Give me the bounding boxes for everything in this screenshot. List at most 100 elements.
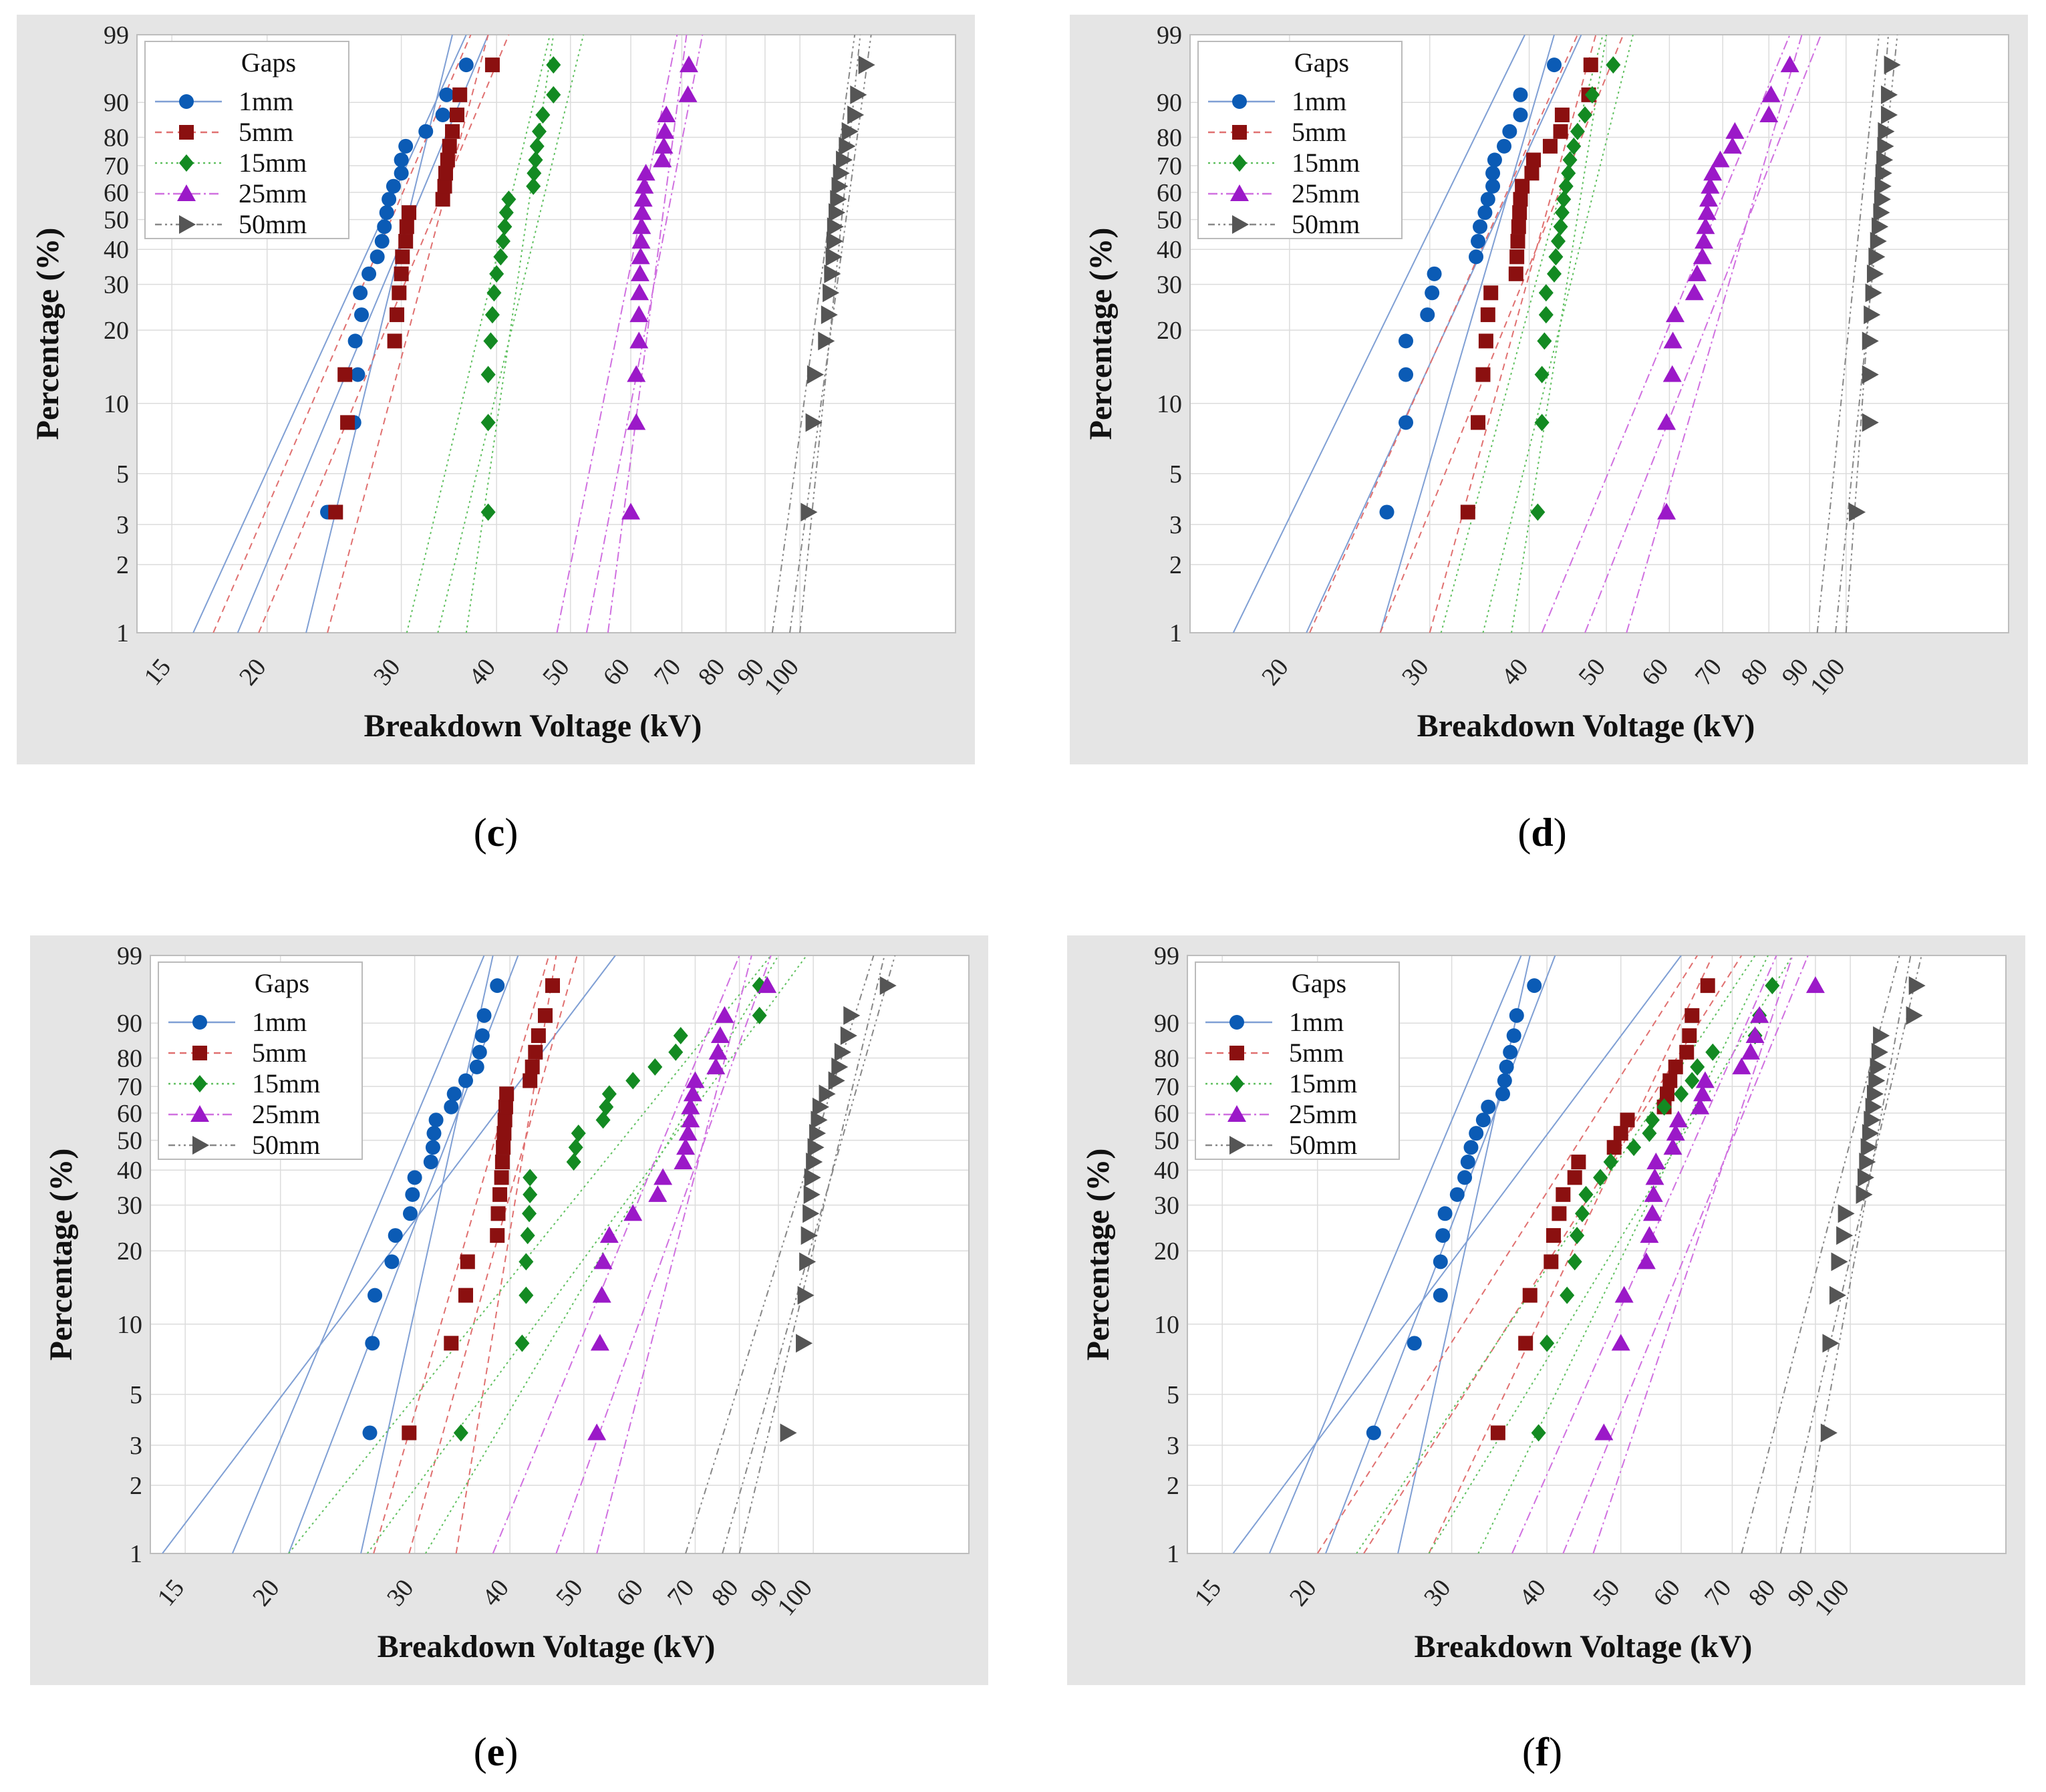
- point-15mm: [1538, 306, 1554, 324]
- point-5mm: [1571, 1155, 1586, 1170]
- y-tick-label: 90: [1157, 89, 1182, 117]
- caption-e: (e): [473, 1730, 519, 1774]
- point-50mm: [1822, 1334, 1840, 1353]
- fit-line-5mm: [1309, 35, 1578, 633]
- point-25mm: [708, 1042, 728, 1060]
- point-1mm: [439, 87, 454, 102]
- point-1mm: [1427, 266, 1442, 281]
- series-15mm: [480, 56, 561, 521]
- y-tick-label: 20: [1154, 1237, 1179, 1265]
- point-1mm: [1495, 1086, 1510, 1102]
- point-5mm: [531, 1028, 546, 1044]
- legend-label-15mm: 15mm: [252, 1068, 320, 1098]
- legend-marker-5mm: [179, 125, 194, 140]
- point-25mm: [593, 1252, 613, 1270]
- y-tick-label: 60: [104, 179, 129, 207]
- point-25mm: [1695, 1071, 1715, 1088]
- point-15mm: [1530, 503, 1546, 521]
- point-1mm: [347, 333, 363, 349]
- point-25mm: [1645, 1168, 1664, 1185]
- legend-marker-15mm: [192, 1075, 207, 1092]
- point-50mm: [806, 1153, 823, 1172]
- point-50mm: [836, 150, 853, 170]
- point-50mm: [1877, 136, 1894, 156]
- point-50mm: [1849, 502, 1866, 522]
- point-5mm: [1512, 205, 1527, 220]
- y-tick-label: 30: [1157, 271, 1182, 299]
- point-50mm: [858, 55, 875, 75]
- point-5mm: [494, 1155, 510, 1170]
- point-50mm: [797, 1286, 815, 1305]
- y-tick-label: 60: [1154, 1100, 1179, 1128]
- point-15mm: [1562, 151, 1578, 169]
- point-1mm: [386, 178, 401, 194]
- series-25mm: [1594, 976, 1825, 1441]
- point-50mm: [1874, 176, 1892, 196]
- point-1mm: [458, 57, 474, 73]
- x-axis-label: Breakdown Voltage (kV): [364, 708, 702, 744]
- point-25mm: [683, 1084, 702, 1102]
- point-5mm: [1542, 138, 1558, 154]
- point-5mm: [1546, 1228, 1561, 1243]
- point-1mm: [394, 166, 409, 181]
- point-25mm: [1657, 502, 1676, 520]
- point-50mm: [1836, 1226, 1854, 1245]
- point-5mm: [340, 415, 355, 430]
- point-15mm: [1656, 1098, 1672, 1116]
- point-15mm: [1567, 1253, 1582, 1271]
- point-25mm: [621, 502, 641, 520]
- series-25mm: [587, 976, 777, 1441]
- point-25mm: [758, 976, 777, 994]
- point-50mm: [803, 1185, 821, 1204]
- point-1mm: [474, 1028, 490, 1044]
- point-25mm: [1665, 305, 1685, 323]
- point-50mm: [827, 217, 844, 237]
- y-tick-label: 60: [117, 1100, 142, 1128]
- y-axis-label: Percentage (%): [30, 228, 65, 440]
- series-1mm: [1379, 57, 1562, 520]
- fit-line-1mm: [231, 955, 485, 1553]
- point-15mm: [486, 284, 502, 302]
- point-50mm: [1868, 1071, 1886, 1090]
- fit-line-15mm: [406, 35, 551, 633]
- point-25mm: [681, 1110, 700, 1128]
- point-5mm: [440, 152, 455, 168]
- point-25mm: [629, 331, 649, 349]
- y-tick-label: 2: [1169, 551, 1182, 579]
- point-25mm: [1805, 976, 1825, 994]
- point-25mm: [1657, 413, 1676, 430]
- point-1mm: [361, 266, 377, 281]
- y-tick-label: 80: [1154, 1045, 1179, 1073]
- y-tick-label: 3: [130, 1432, 142, 1460]
- y-tick-label: 50: [1154, 1127, 1179, 1155]
- point-25mm: [653, 150, 672, 168]
- point-1mm: [1449, 1187, 1465, 1202]
- point-25mm: [1662, 365, 1682, 382]
- point-1mm: [1407, 1336, 1422, 1351]
- point-1mm: [1379, 504, 1395, 520]
- legend-marker-15mm: [1232, 154, 1247, 172]
- legend-marker-1mm: [1229, 1015, 1244, 1030]
- point-25mm: [629, 305, 649, 323]
- point-50mm: [818, 331, 835, 351]
- legend-marker-1mm: [179, 94, 194, 109]
- point-5mm: [394, 266, 409, 281]
- point-1mm: [1502, 124, 1517, 139]
- point-50mm: [1868, 247, 1886, 267]
- point-1mm: [1481, 1099, 1496, 1114]
- point-15mm: [484, 306, 500, 324]
- point-15mm: [535, 106, 551, 124]
- point-50mm: [1829, 1286, 1846, 1305]
- point-25mm: [1759, 106, 1779, 123]
- point-25mm: [635, 176, 654, 194]
- point-25mm: [653, 1168, 673, 1185]
- point-5mm: [399, 219, 414, 235]
- point-5mm: [1552, 1206, 1567, 1221]
- point-15mm: [647, 1058, 663, 1076]
- point-5mm: [528, 1044, 543, 1060]
- legend-label-50mm: 50mm: [252, 1130, 320, 1160]
- point-50mm: [807, 365, 824, 384]
- point-25mm: [706, 1057, 726, 1074]
